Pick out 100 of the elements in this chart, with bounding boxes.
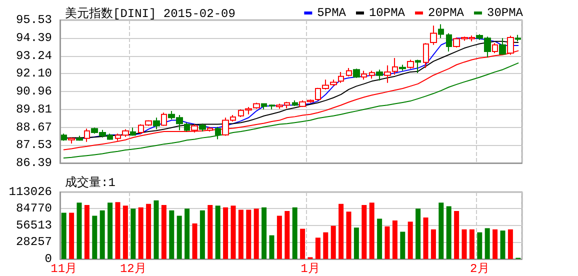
bar <box>122 206 128 259</box>
y-tick-label: 84770 <box>16 202 52 216</box>
candlestick <box>199 123 206 132</box>
bar <box>208 205 213 259</box>
bar <box>430 229 436 259</box>
bar <box>315 238 320 259</box>
bar <box>215 206 220 259</box>
y-tick-label: 0 <box>44 252 52 266</box>
bar <box>238 210 244 259</box>
bar <box>423 218 428 259</box>
legend-label: 30PMA <box>486 6 524 20</box>
legend-label: 10PMA <box>368 6 406 20</box>
bar <box>462 229 467 259</box>
candlestick <box>84 128 90 142</box>
bar <box>392 220 398 259</box>
bar <box>500 230 506 259</box>
bar <box>276 216 282 259</box>
x-tick-label: 1月 <box>300 262 320 276</box>
bar <box>192 223 198 259</box>
candlestick <box>492 42 498 54</box>
candlestick <box>438 24 444 39</box>
bar <box>362 205 367 259</box>
y-tick-label: 94.39 <box>16 30 52 45</box>
chart-title: 成交量:1 <box>65 175 116 190</box>
candlestick <box>161 112 167 126</box>
bar <box>161 205 166 259</box>
bar <box>246 210 252 259</box>
bar <box>508 229 513 259</box>
bar <box>176 216 182 259</box>
legend-label: 20PMA <box>428 6 465 20</box>
bar <box>484 228 490 259</box>
y-tick-label: 88.67 <box>16 120 52 134</box>
bar <box>169 210 174 259</box>
chart-title: 美元指数[DINI] 2015-02-09 <box>65 6 236 21</box>
x-tick-label: 2月 <box>470 262 490 276</box>
bar <box>292 207 298 259</box>
bar <box>492 229 498 259</box>
bar <box>154 200 159 259</box>
candlestick <box>423 42 429 69</box>
bar <box>446 206 452 259</box>
bar <box>69 212 74 259</box>
bar <box>438 202 444 259</box>
bar <box>230 206 236 259</box>
bar <box>330 226 336 259</box>
bar <box>146 204 152 259</box>
candlestick <box>207 126 213 132</box>
bar <box>338 204 344 259</box>
bar <box>300 228 306 259</box>
candlestick <box>76 135 83 142</box>
bar <box>200 210 205 259</box>
y-tick-label: 93.24 <box>16 48 52 63</box>
bar <box>408 222 413 259</box>
bar <box>100 210 105 259</box>
candlestick <box>338 71 344 84</box>
y-tick-label: 89.81 <box>16 102 52 116</box>
bar <box>477 232 482 259</box>
candlestick <box>261 103 267 110</box>
y-tick-label: 86.39 <box>16 156 52 170</box>
candlestick <box>153 117 160 130</box>
bar <box>262 207 267 259</box>
y-tick-label: 28257 <box>16 235 52 250</box>
bar <box>284 210 290 259</box>
bar <box>108 202 113 259</box>
bar <box>92 216 98 259</box>
y-tick-label: 92.10 <box>16 66 52 81</box>
bar <box>354 228 359 259</box>
bar <box>269 235 274 259</box>
candlestick <box>68 137 75 144</box>
y-tick-label: 56513 <box>16 218 52 232</box>
bar <box>223 207 228 259</box>
y-tick-label: 87.53 <box>16 138 52 152</box>
bar <box>369 202 374 259</box>
candlestick <box>292 100 298 107</box>
bar <box>416 208 421 259</box>
bar <box>84 205 90 259</box>
bar <box>76 202 82 259</box>
candlestick <box>191 124 198 133</box>
x-tick-label: 12月 <box>120 262 146 276</box>
candlestick <box>269 104 275 110</box>
bar <box>454 210 460 259</box>
bar <box>377 218 382 259</box>
bar <box>323 232 328 259</box>
line-series <box>63 62 519 158</box>
candlestick <box>407 59 414 70</box>
bar <box>115 202 120 259</box>
candlestick <box>346 68 352 77</box>
bar <box>400 232 406 259</box>
candlestick <box>353 68 360 78</box>
candlestick <box>399 64 406 72</box>
bar <box>130 208 136 259</box>
bar <box>346 212 352 259</box>
candlestick <box>515 34 521 42</box>
candlestick <box>376 69 383 82</box>
bar <box>184 208 190 259</box>
candlestick <box>446 32 452 52</box>
candlestick <box>415 59 421 74</box>
candlestick <box>369 70 375 80</box>
y-tick-label: 113026 <box>8 185 52 199</box>
bar <box>469 229 474 259</box>
candlestick <box>361 70 367 80</box>
